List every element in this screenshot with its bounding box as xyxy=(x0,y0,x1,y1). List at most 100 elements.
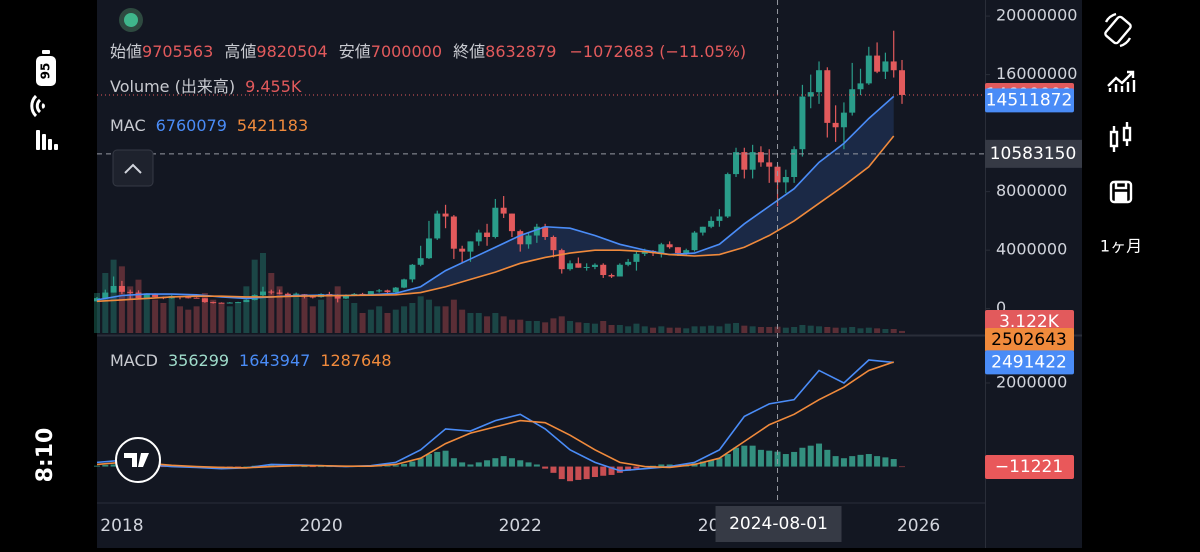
y-tick-label: 0 xyxy=(996,298,1006,317)
histogram-bar xyxy=(575,466,582,480)
macd-label: MACD xyxy=(110,351,158,370)
candle-body xyxy=(882,61,889,72)
candle-body xyxy=(409,264,416,280)
histogram-bar xyxy=(417,458,424,467)
volume-bar xyxy=(409,303,416,333)
candle-body xyxy=(259,291,266,296)
histogram-bar xyxy=(807,445,814,467)
histogram-bar xyxy=(550,466,557,473)
volume-bar xyxy=(517,319,524,333)
rotate-button[interactable] xyxy=(1104,12,1132,48)
candle-body xyxy=(558,250,565,270)
ohlc-value: 8632879 xyxy=(485,42,556,61)
battery xyxy=(36,56,56,86)
battery-level: 95 xyxy=(39,63,53,80)
ma-band xyxy=(97,96,894,302)
y-tick-label: 4000000 xyxy=(996,240,1067,259)
logo[interactable] xyxy=(115,437,161,483)
status-dot xyxy=(124,13,138,27)
histogram-bar xyxy=(243,466,250,468)
y-tick-label: 8000000 xyxy=(996,181,1067,200)
candle-body xyxy=(674,247,681,254)
histogram-bar xyxy=(865,454,872,467)
ma-line xyxy=(96,135,895,303)
volume-bar xyxy=(334,286,341,333)
histogram-bar xyxy=(384,465,391,467)
histogram-bar xyxy=(542,466,549,469)
volume-bar xyxy=(716,326,723,333)
histogram-bar xyxy=(484,460,491,467)
histogram-bar xyxy=(600,466,607,476)
volume-bar xyxy=(450,299,457,333)
macd-last-label-box xyxy=(985,350,1074,375)
candle-body xyxy=(127,291,134,293)
histogram-bar xyxy=(558,466,565,480)
histogram-bar xyxy=(874,456,881,467)
histogram-bar xyxy=(467,464,474,467)
volume-bar xyxy=(816,326,823,333)
ohlc-label: 安値 xyxy=(339,42,371,61)
candle-body xyxy=(500,207,507,214)
ohlc-label: 始値 xyxy=(110,42,142,61)
candle-body xyxy=(450,216,457,249)
candle-body xyxy=(401,279,408,288)
collapse-button[interactable] xyxy=(112,149,154,187)
candle-body xyxy=(816,70,823,93)
histogram-bar xyxy=(301,466,308,468)
candle-body xyxy=(865,55,872,84)
candle-body xyxy=(218,302,225,304)
histogram-bar xyxy=(567,466,574,482)
ma-legend: MAC 6760079 5421183 xyxy=(110,116,308,135)
histogram-bar xyxy=(525,462,532,467)
candle-body xyxy=(417,258,424,265)
volume-bar xyxy=(683,328,690,333)
volume-bar xyxy=(309,306,316,333)
volume-bar xyxy=(525,321,532,333)
volume-bar xyxy=(641,326,648,333)
histogram-bar xyxy=(840,458,847,467)
volume-bar xyxy=(226,306,233,333)
histogram-bar xyxy=(508,458,515,467)
histogram-bar xyxy=(749,445,756,467)
volume-bar xyxy=(201,293,208,333)
histogram-bar xyxy=(791,451,798,467)
volume-bar xyxy=(284,296,291,333)
volume-bar xyxy=(658,326,665,333)
volume-bar xyxy=(774,326,781,333)
volume-bar xyxy=(276,286,283,333)
ma-line xyxy=(96,95,895,301)
histogram-bar xyxy=(666,464,673,467)
battery-tip xyxy=(42,50,50,54)
candle-body xyxy=(749,152,756,170)
volume-bar xyxy=(782,327,789,333)
candle-body xyxy=(658,244,665,254)
volume-bar xyxy=(799,325,806,333)
histogram-bar xyxy=(401,464,408,467)
candle-body xyxy=(475,232,482,242)
volume-bar xyxy=(401,306,408,333)
interval-button[interactable]: 1ヶ月 xyxy=(1100,237,1142,256)
volume-bar xyxy=(492,313,499,333)
candle-body xyxy=(757,152,764,163)
volume-bar xyxy=(874,328,881,333)
volume-bar xyxy=(193,306,200,333)
volume-bar xyxy=(741,325,748,333)
volume-bar xyxy=(243,286,250,333)
volume-bar xyxy=(102,273,109,333)
ma-price-label-box xyxy=(985,88,1074,113)
chart-type-button[interactable] xyxy=(1109,122,1132,152)
ohlc-label: 高値 xyxy=(224,42,256,61)
macd-value: 356299 xyxy=(168,351,229,370)
volume-bar xyxy=(558,316,565,333)
candle-body xyxy=(633,253,640,262)
ma-label: MAC xyxy=(110,116,146,135)
candle-body xyxy=(492,207,499,237)
candle-body xyxy=(235,302,242,304)
save-button[interactable] xyxy=(1109,180,1133,204)
histogram-bar xyxy=(857,454,864,467)
indicators-button[interactable] xyxy=(1107,70,1136,92)
ohlc-value: 9820504 xyxy=(256,42,327,61)
signal-icon xyxy=(36,130,58,150)
macd-value: 1643947 xyxy=(239,351,310,370)
histogram-bar xyxy=(616,466,623,473)
